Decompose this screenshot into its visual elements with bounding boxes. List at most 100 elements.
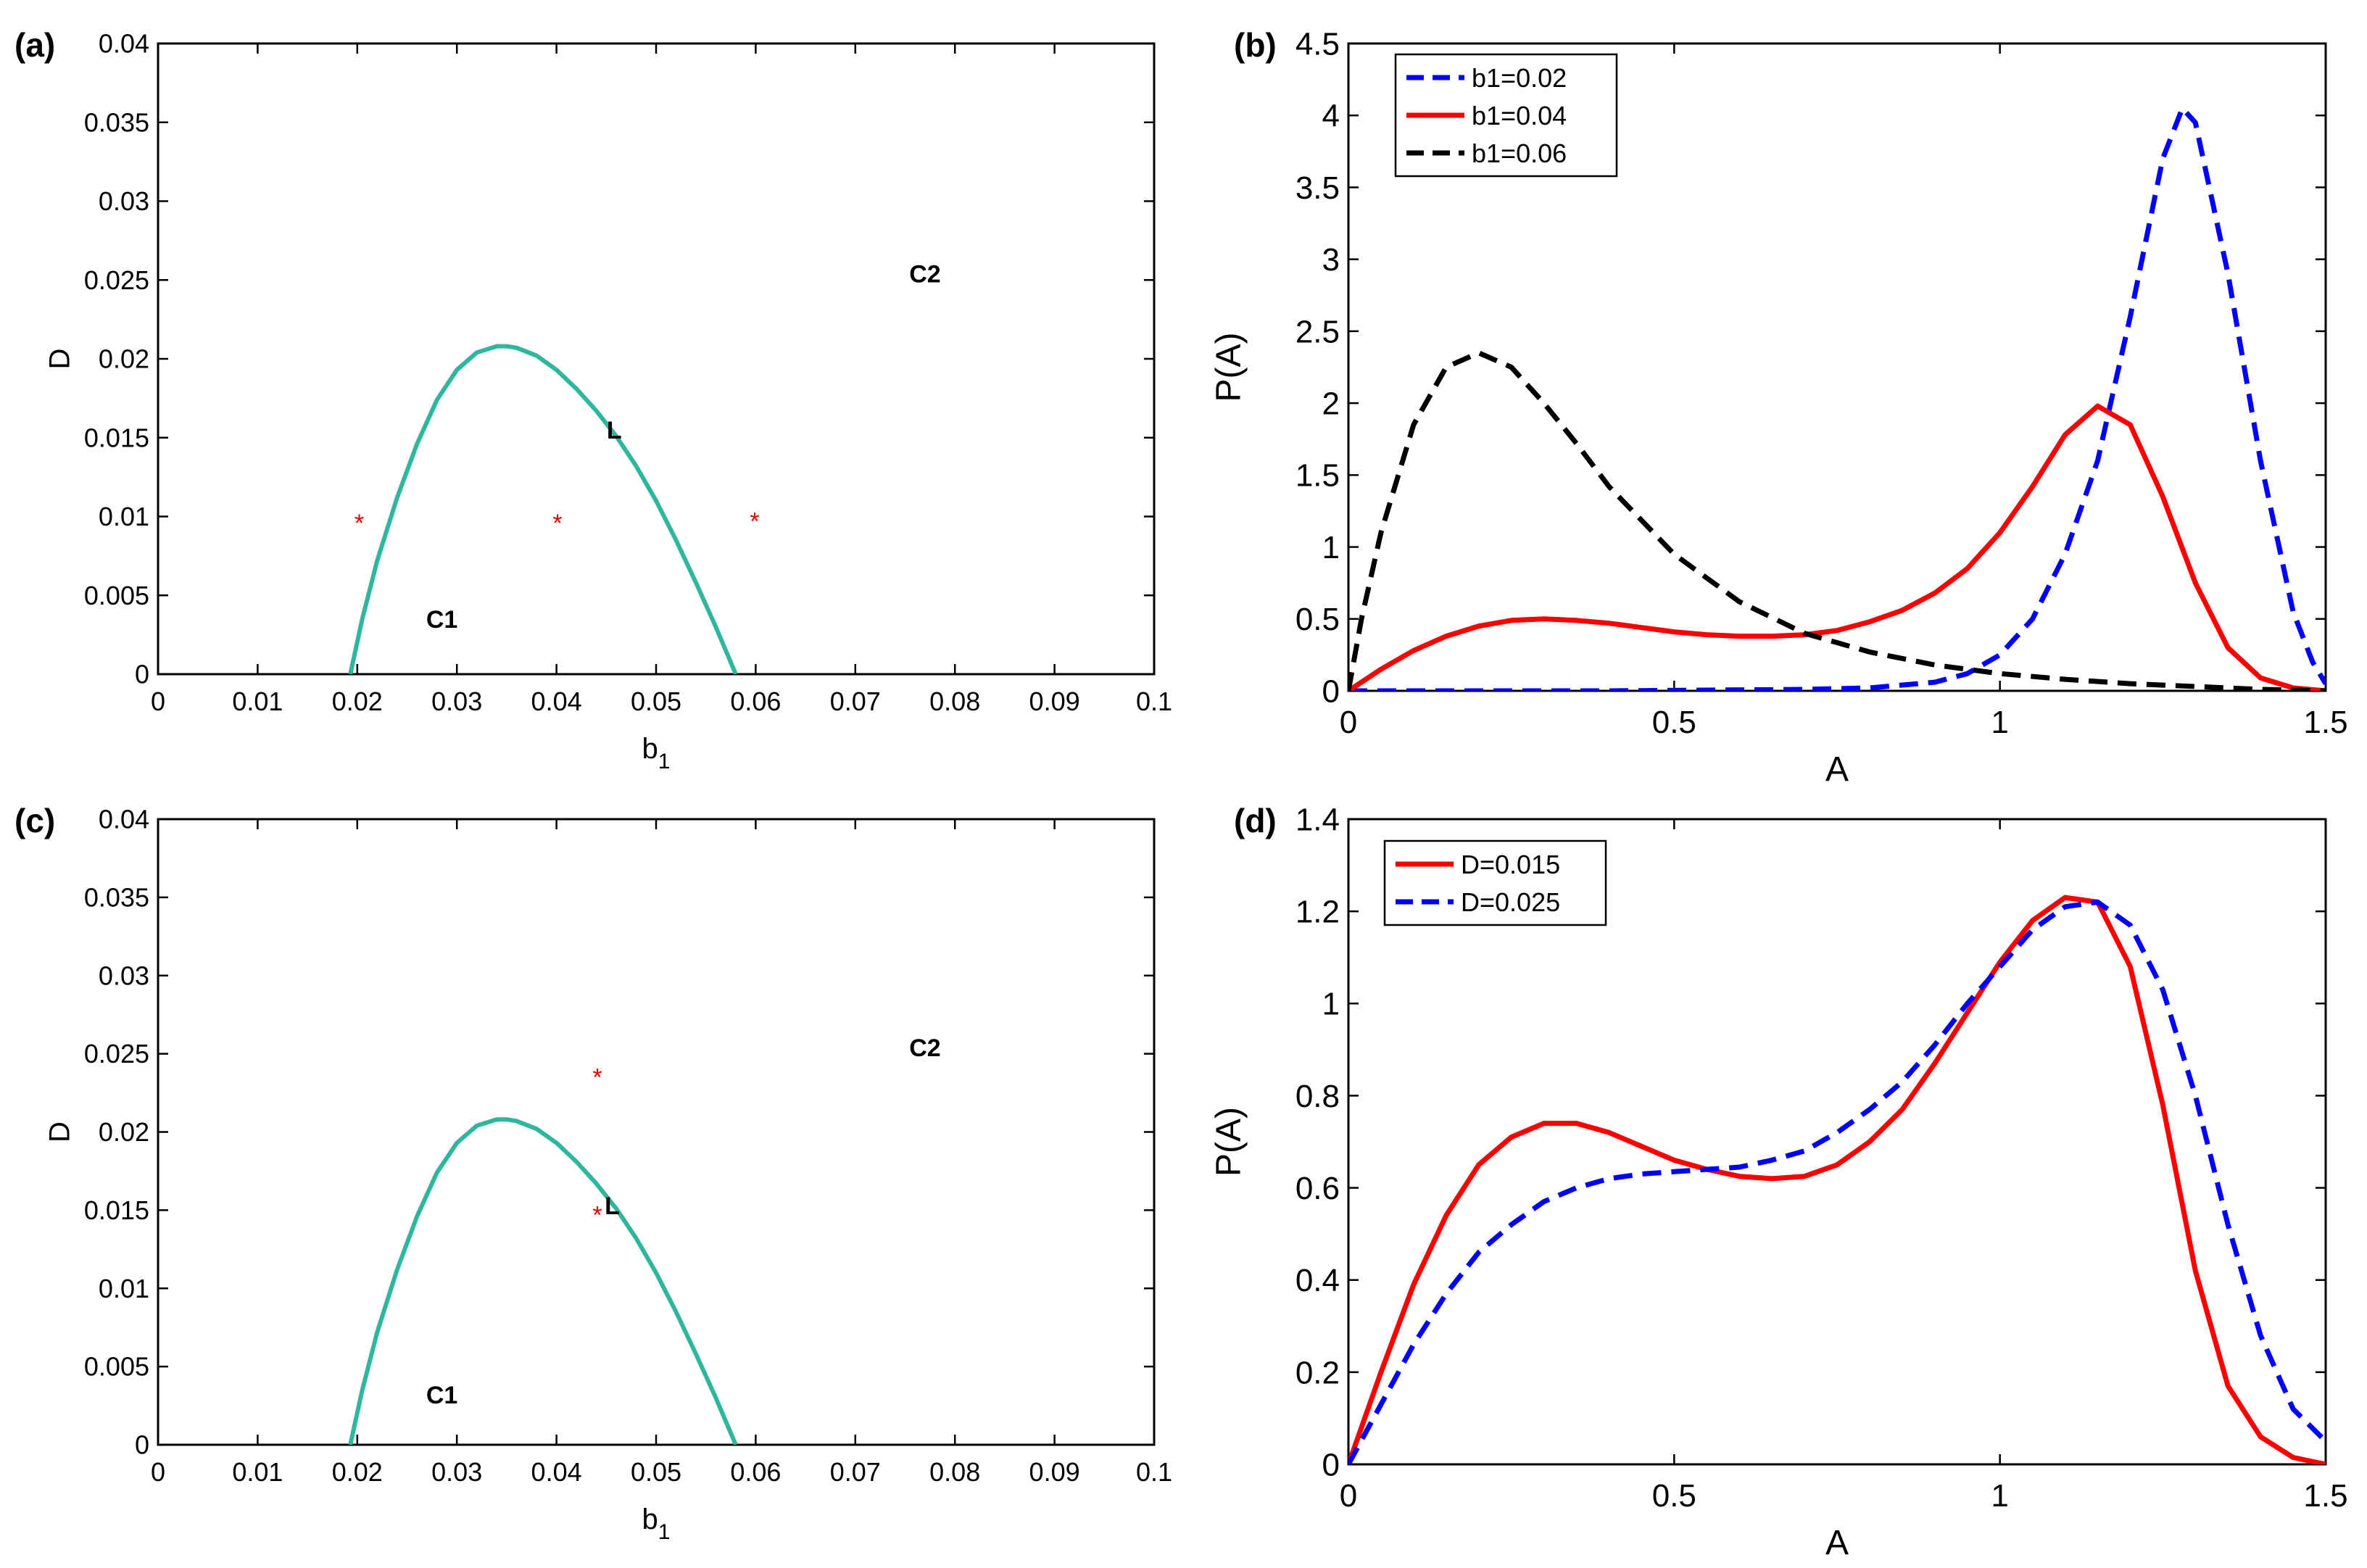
x-axis-label: A xyxy=(1825,1524,1849,1562)
legend-entry: D=0.015 xyxy=(1461,850,1560,879)
y-tick-label: 0.6 xyxy=(1296,1171,1340,1206)
panel-d: 0 0.5 1 1.5 0 0.2 0.4 0.6 0.8 1 1.2 1.4 A P(A) (d) D=0.… xyxy=(1209,802,2347,1562)
x-tick-label: 0.05 xyxy=(631,1457,681,1487)
x-tick-label: 1 xyxy=(1991,1478,2008,1514)
axes-box xyxy=(1347,42,2327,692)
panel-label: (b) xyxy=(1234,26,1277,64)
y-tick-label: 0.04 xyxy=(99,805,149,834)
x-tick-label: 0.09 xyxy=(1029,1457,1080,1487)
x-tick-label: 1 xyxy=(1991,705,2008,740)
legend-box xyxy=(1383,839,1607,926)
marker-star: * xyxy=(552,510,562,537)
y-tick-label: 2.5 xyxy=(1296,314,1340,349)
x-tick-label: 0.06 xyxy=(730,1457,781,1487)
panel-a: 0 0.01 0.02 0.03 0.04 0.05 0.06 0.07 0.08 0.09 0.1… xyxy=(14,26,1172,773)
y-tick-label: 0.035 xyxy=(84,107,149,137)
series-line-b1-0-04 xyxy=(1348,403,2326,691)
region-label-c2: C2 xyxy=(909,261,940,289)
x-tick-label: 1.5 xyxy=(2303,705,2347,740)
x-tick-label: 0.04 xyxy=(531,1457,582,1487)
y-tick-label: 0.01 xyxy=(99,1274,149,1303)
series-line-d-0-015 xyxy=(1348,895,2326,1464)
y-tick-label: 0.03 xyxy=(99,186,149,216)
x-tick-label: 0.05 xyxy=(631,686,681,716)
y-tick-label: 0.005 xyxy=(84,1352,149,1382)
axes-box xyxy=(157,42,1156,676)
region-label-l: L xyxy=(607,417,622,444)
bifurcation-curve xyxy=(348,1117,738,1445)
y-tick-label: 1 xyxy=(1322,530,1340,565)
y-tick-label: 0.035 xyxy=(84,882,149,912)
y-tick-label: 0.025 xyxy=(84,1039,149,1069)
marker-star: * xyxy=(750,508,759,536)
x-tick-label: 1.5 xyxy=(2303,1478,2347,1514)
series-line-d-0-025 xyxy=(1348,899,2326,1464)
x-tick-label: 0.03 xyxy=(431,1457,482,1487)
plot-area xyxy=(348,344,738,674)
axes-box xyxy=(157,818,1156,1446)
y-tick-label: 0.4 xyxy=(1296,1263,1340,1298)
legend-entry: b1=0.02 xyxy=(1472,63,1567,93)
y-tick-label: 4 xyxy=(1322,99,1340,134)
x-tick-label: 0.1 xyxy=(1136,1457,1172,1487)
x-tick-label: 0.08 xyxy=(929,686,980,716)
y-tick-label: 1.2 xyxy=(1296,895,1340,930)
panel-c: 0 0.01 0.02 0.03 0.04 0.05 0.06 0.07 0.08 0.09 0.1… xyxy=(14,802,1172,1544)
x-tick-label: 0.06 xyxy=(730,686,781,716)
y-tick-label: 0.015 xyxy=(84,1195,149,1225)
y-tick-label: 0 xyxy=(135,1430,149,1460)
x-tick-label: 0 xyxy=(151,686,165,716)
y-tick-label: 3.5 xyxy=(1296,170,1340,206)
y-tick-label: 1.5 xyxy=(1296,458,1340,494)
y-tick-label: 0.2 xyxy=(1296,1355,1340,1390)
y-tick-label: 0.01 xyxy=(99,502,149,531)
x-tick-label: 0.07 xyxy=(830,686,881,716)
legend-entry: D=0.025 xyxy=(1461,887,1560,917)
x-tick-label: 0.5 xyxy=(1652,1478,1696,1514)
region-label-c2: C2 xyxy=(909,1034,940,1062)
x-tick-label: 0.01 xyxy=(232,686,283,716)
y-tick-label: 0.02 xyxy=(99,1117,149,1147)
plot-area xyxy=(1348,895,2326,1464)
y-tick-label: 0 xyxy=(1322,1447,1340,1482)
legend: D=0.015 D=0.025 xyxy=(1383,839,1607,926)
y-tick-label: 2 xyxy=(1322,386,1340,422)
x-tick-label: 0.01 xyxy=(232,1457,283,1487)
x-axis-label: A xyxy=(1825,750,1849,789)
x-tick-label: 0.03 xyxy=(431,686,482,716)
y-tick-label: 0.5 xyxy=(1296,602,1340,637)
bifurcation-curve xyxy=(348,344,738,674)
panel-label: (a) xyxy=(14,26,55,64)
y-tick-label: 1 xyxy=(1322,987,1340,1022)
region-label-c1: C1 xyxy=(426,606,457,634)
y-axis-label: P(A) xyxy=(1209,333,1248,402)
y-tick-label: 0 xyxy=(1322,673,1340,709)
x-tick-label: 0.5 xyxy=(1652,705,1696,740)
y-tick-label: 0.8 xyxy=(1296,1079,1340,1114)
marker-star: * xyxy=(355,510,364,537)
plot-area xyxy=(348,1117,738,1445)
x-tick-label: 0.09 xyxy=(1029,686,1080,716)
y-tick-label: 0.04 xyxy=(99,29,149,59)
x-tick-label: 0 xyxy=(1340,705,1357,740)
series-line-b1-0-06 xyxy=(1348,350,2326,691)
x-tick-label: 0.1 xyxy=(1136,686,1172,716)
y-tick-label: 0.025 xyxy=(84,265,149,295)
y-axis-label: D xyxy=(44,1121,76,1142)
y-tick-label: 0.005 xyxy=(84,581,149,610)
panel-b: 0 0.5 1 1.5 0 0.5 1 1.5 2 2.5 3 3.5 4 4.5 A P(A) (b) b1=0… xyxy=(1209,26,2347,789)
x-tick-label: 0.04 xyxy=(531,686,582,716)
axes-box xyxy=(1347,818,2327,1466)
marker-star: * xyxy=(592,1064,602,1092)
y-tick-label: 0 xyxy=(135,660,149,689)
y-axis-label: P(A) xyxy=(1209,1107,1248,1177)
panel-label: (c) xyxy=(14,802,55,839)
y-axis-label: D xyxy=(44,349,76,370)
y-tick-label: 1.4 xyxy=(1296,802,1340,837)
x-tick-label: 0.07 xyxy=(830,1457,881,1487)
x-axis-label: b1 xyxy=(642,733,671,773)
x-tick-label: 0.08 xyxy=(929,1457,980,1487)
panel-label: (d) xyxy=(1234,802,1277,839)
region-label-l: L xyxy=(605,1192,620,1220)
